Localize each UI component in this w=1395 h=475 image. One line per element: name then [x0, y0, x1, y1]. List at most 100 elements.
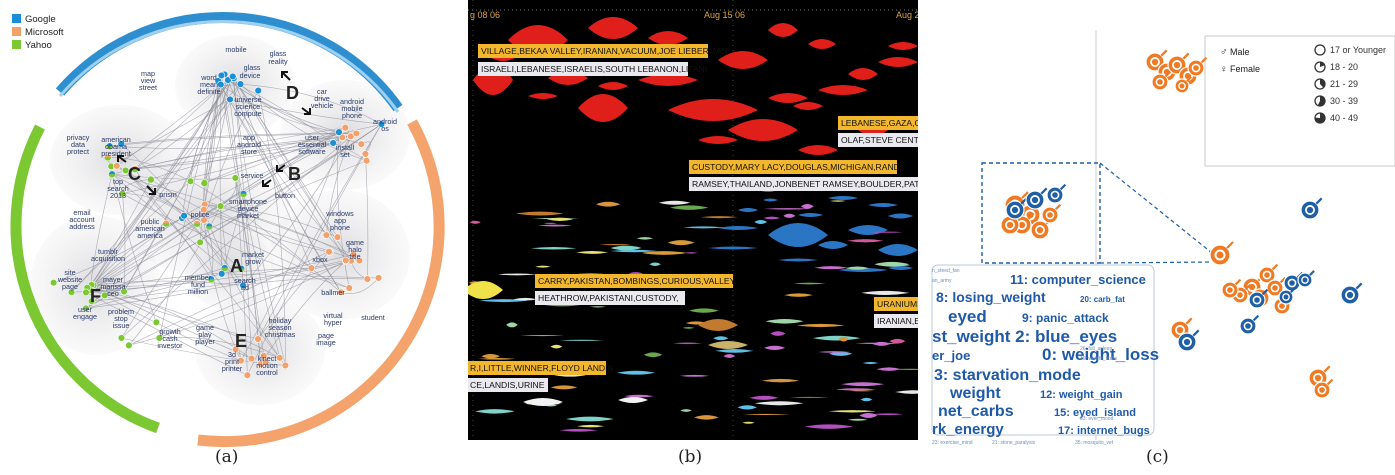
user-glyph-stem — [1355, 282, 1363, 290]
event-blobs — [463, 17, 935, 432]
topic-node — [87, 297, 96, 305]
user-glyph-dot — [1018, 221, 1026, 229]
event-blob — [680, 409, 692, 412]
topic-word: install — [336, 143, 355, 152]
legend-female: Female — [1230, 64, 1260, 74]
tag-3: LEBANESE,GAZA,C — [841, 118, 918, 128]
event-blob — [628, 272, 643, 275]
cloud-word: 12: weight_gain — [1040, 389, 1123, 401]
topic-word: page — [318, 331, 334, 340]
topic-node-mix — [200, 182, 208, 187]
topic-word: universe — [234, 95, 261, 104]
topic-word: issue — [113, 321, 130, 330]
topic-node — [355, 256, 364, 265]
topic-node-mix — [207, 279, 215, 283]
topic-word: app — [334, 216, 346, 225]
date-label-1: g 08 06 — [470, 10, 500, 20]
event-blob — [519, 334, 565, 337]
event-blob — [763, 345, 786, 351]
cloud-word: st_weight 2: blue_eyes — [932, 327, 1117, 346]
panel-a-topic-graph: mobile glass reality glass device word mean def… — [0, 0, 460, 470]
event-blob — [847, 418, 868, 421]
event-blob — [793, 282, 826, 285]
event-blob — [793, 102, 823, 110]
topic-node-mix — [162, 223, 170, 227]
user-glyph-dot — [1011, 206, 1019, 214]
user-glyph-stem — [1261, 288, 1269, 296]
event-blob — [589, 306, 607, 308]
user-glyph-stem — [1185, 317, 1193, 325]
user-glyph-dot — [1302, 277, 1308, 283]
topic-node-mix — [237, 268, 245, 272]
topic-word: title — [349, 252, 360, 261]
topic-node — [337, 288, 345, 297]
topic-word: protect — [67, 147, 89, 156]
event-blob — [814, 266, 848, 270]
cloud-word-small: 19: weight_stalls — [1080, 356, 1117, 362]
topic-word: ceo — [107, 289, 119, 298]
topic-word: mobile — [341, 104, 362, 113]
event-blob — [658, 200, 691, 205]
event-blob — [845, 266, 870, 270]
topic-node — [374, 274, 383, 282]
event-blob — [860, 397, 873, 402]
user-glyph-dot — [1157, 79, 1163, 85]
event-blob — [783, 213, 796, 218]
event-blob — [636, 237, 654, 240]
topic-word: 3d — [228, 350, 236, 359]
event-blob — [673, 342, 703, 345]
topic-node — [196, 238, 204, 247]
cloud-word-small: 23: exercise_mind — [932, 440, 973, 446]
event-blob — [479, 299, 528, 303]
event-blob — [763, 216, 781, 220]
legend-google-swatch — [12, 14, 21, 23]
topic-word: android — [340, 97, 364, 106]
topic-word: problem — [108, 307, 134, 316]
tag-6: RAMSEY,THAILAND,JONBENET RAMSEY,BOULDER,… — [692, 179, 918, 189]
event-blob — [481, 354, 500, 359]
event-blob — [588, 17, 638, 39]
event-blob — [784, 293, 813, 297]
topic-word: device — [238, 204, 259, 213]
topic-node — [342, 256, 350, 265]
user-glyph-dot — [1193, 65, 1199, 71]
user-glyph-dot — [1047, 212, 1053, 218]
user-glyph-dot — [1346, 291, 1354, 299]
topic-word: account — [69, 215, 94, 224]
topic-word: essential — [298, 140, 327, 149]
topic-word: play — [198, 330, 212, 339]
panel-b-svg: g 08 06 Aug 15 06 Aug 2 VILLAGE,BEKAA VA… — [463, 0, 935, 467]
event-blob — [888, 213, 913, 219]
topic-word: police — [191, 210, 210, 219]
event-blob — [841, 382, 885, 387]
topic-node — [200, 216, 208, 224]
topic-node — [261, 358, 270, 366]
topic-word: game — [346, 238, 364, 247]
topic-node — [307, 264, 316, 272]
event-blob — [543, 222, 557, 225]
panel-c-svg: ♂ Male ♀ Female 17 or Younger 18 - 20 21 -… — [931, 30, 1395, 467]
event-blob — [576, 250, 609, 254]
legend-microsoft: Microsoft — [25, 27, 64, 38]
topic-word: store — [241, 147, 257, 156]
event-blob — [713, 336, 729, 341]
event-blob — [808, 39, 836, 49]
user-glyph-stem — [1234, 278, 1242, 286]
topic-word: device — [240, 71, 261, 80]
topic-word: phone — [342, 111, 362, 120]
topic-node-mix — [193, 223, 201, 228]
topic-word: service — [241, 171, 264, 180]
topic-word: grow — [245, 257, 261, 266]
user-glyph-stem — [1182, 52, 1190, 60]
topic-node — [125, 341, 133, 349]
topic-node — [186, 177, 195, 185]
user-glyph-dot — [1314, 374, 1322, 382]
topic-node — [325, 247, 333, 256]
legend-yahoo-swatch — [12, 40, 21, 49]
topic-word: glass — [270, 49, 287, 58]
date-label-2: Aug 15 06 — [704, 10, 745, 20]
user-glyph-stem — [1027, 212, 1035, 220]
topic-word: search — [107, 184, 129, 193]
topic-word: mean — [200, 80, 218, 89]
keyword-tags: VILLAGE,BEKAA VALLEY,IRANIAN,VACUUM,JOE … — [468, 44, 931, 392]
